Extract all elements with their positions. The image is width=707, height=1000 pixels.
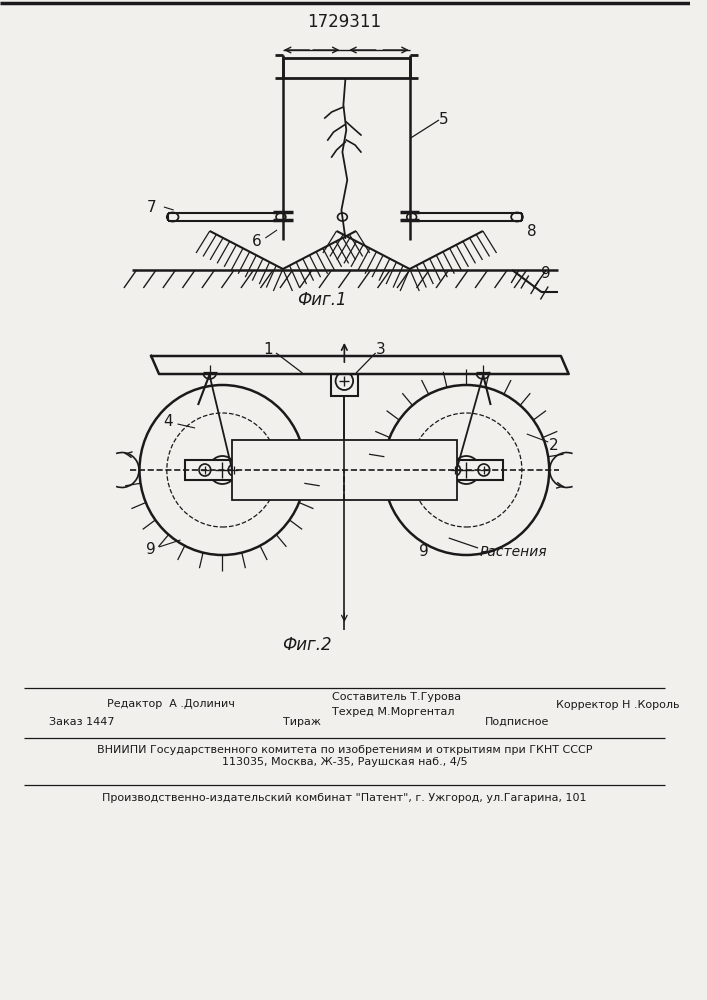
Circle shape	[228, 464, 240, 476]
Bar	[185, 460, 259, 480]
Text: 113035, Москва, Ж-35, Раушская наб., 4/5: 113035, Москва, Ж-35, Раушская наб., 4/5	[221, 757, 467, 767]
Text: 9: 9	[146, 542, 156, 558]
Ellipse shape	[407, 213, 416, 221]
Text: 1: 1	[264, 342, 273, 358]
Text: Фиг.1: Фиг.1	[297, 291, 346, 309]
Text: 1729311: 1729311	[308, 13, 381, 31]
Bar	[232, 440, 457, 500]
Text: Фиг.2: Фиг.2	[283, 636, 332, 654]
Circle shape	[203, 365, 216, 379]
Text: Заказ 1447: Заказ 1447	[49, 717, 115, 727]
Ellipse shape	[511, 213, 523, 222]
Circle shape	[209, 456, 236, 484]
Bar	[331, 368, 358, 396]
Circle shape	[476, 365, 490, 379]
Bar	[283, 58, 410, 78]
Ellipse shape	[167, 213, 178, 222]
Circle shape	[199, 464, 211, 476]
Text: 9: 9	[419, 544, 429, 560]
Text: 4: 4	[163, 414, 173, 430]
Polygon shape	[151, 356, 568, 374]
Circle shape	[452, 456, 480, 484]
Text: 5: 5	[439, 112, 449, 127]
Text: Тираж: Тираж	[284, 717, 322, 727]
Text: Корректор Н .Король: Корректор Н .Король	[556, 700, 679, 710]
Text: Редактор  А .Долинич: Редактор А .Долинич	[107, 699, 235, 709]
Text: 2: 2	[549, 438, 559, 452]
Text: Составитель Т.Гурова: Составитель Т.Гурова	[332, 692, 461, 702]
Circle shape	[336, 372, 353, 390]
Text: 6: 6	[252, 234, 262, 249]
Circle shape	[449, 464, 460, 476]
Text: Производственно-издательский комбинат "Патент", г. Ужгород, ул.Гагарина, 101: Производственно-издательский комбинат "П…	[102, 793, 587, 803]
Text: 8: 8	[527, 225, 537, 239]
Circle shape	[478, 464, 490, 476]
Text: Техред М.Моргентал: Техред М.Моргентал	[332, 707, 454, 717]
Text: 7: 7	[146, 200, 156, 215]
Bar	[429, 460, 503, 480]
Ellipse shape	[276, 213, 286, 221]
Ellipse shape	[337, 213, 347, 221]
Text: ВНИИПИ Государственного комитета по изобретениям и открытиям при ГКНТ СССР: ВНИИПИ Государственного комитета по изоб…	[97, 745, 592, 755]
Text: 9: 9	[542, 265, 551, 280]
Text: 3: 3	[375, 342, 385, 358]
Text: Растения: Растения	[480, 545, 547, 559]
Text: Подписное: Подписное	[485, 717, 549, 727]
